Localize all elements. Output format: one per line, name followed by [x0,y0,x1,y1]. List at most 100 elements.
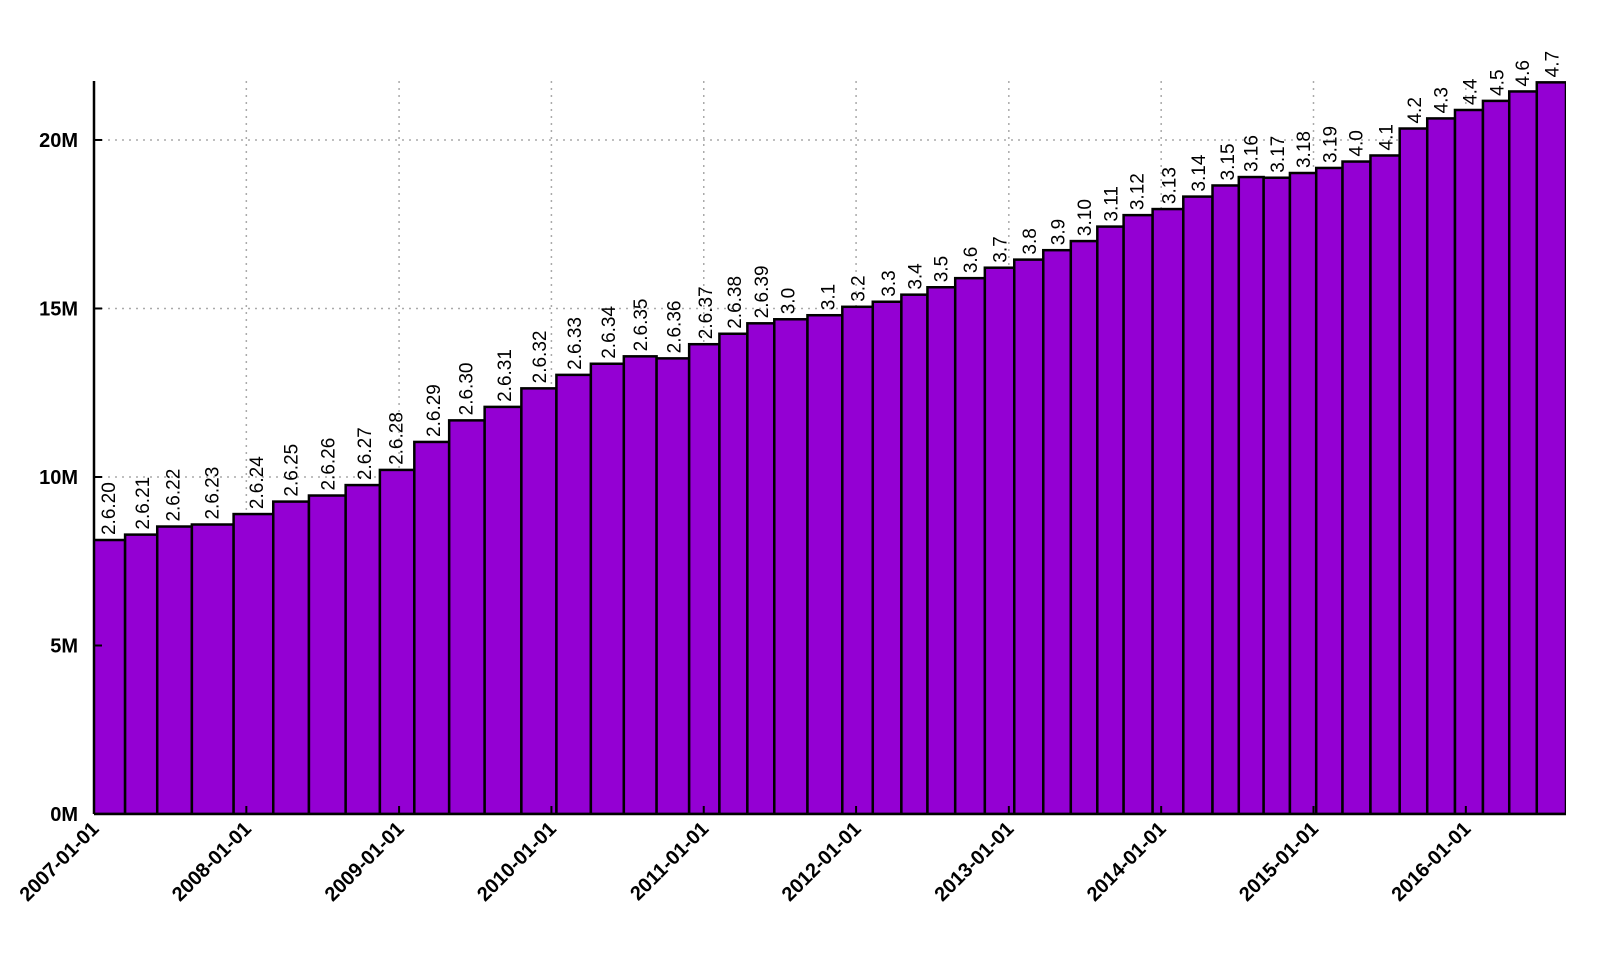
bar-label: 2.6.20 [99,482,120,535]
bar [687,342,721,814]
bar [655,357,691,814]
bar-label: 4.2 [1405,97,1426,123]
bar-label: 3.8 [1020,228,1041,254]
bar [1288,171,1318,814]
bar [773,318,809,814]
bar-label: 3.0 [779,288,800,314]
bar-label: 2.6.29 [424,384,445,437]
bars [94,81,1566,814]
bar [1262,176,1292,814]
bar [953,276,987,814]
bar [1398,127,1429,814]
bar-label: 3.17 [1268,136,1289,173]
bar-label: 2.6.26 [318,438,339,491]
bar-label: 3.5 [931,256,952,282]
y-tick-label: 20M [39,130,78,152]
bar-label: 2.6.31 [495,349,516,402]
bar-label: 2.6.23 [202,467,223,520]
bar [1507,90,1539,814]
bar-label: 3.2 [848,275,869,301]
bar-label: 2.6.27 [355,427,376,480]
bar [1013,258,1045,814]
bar [622,355,658,814]
y-tick-label: 0M [50,804,78,826]
bar [1042,248,1073,814]
bar [1182,195,1214,814]
bar-label: 3.9 [1049,219,1070,245]
x-tick-label: 2015-01-01 [1235,818,1323,906]
bar [307,494,347,814]
bar-label: 2.6.39 [752,265,773,318]
bar-label: 4.5 [1487,69,1508,95]
bar [1096,225,1125,814]
bar-label: 3.4 [906,263,927,290]
bar [871,300,903,814]
bar-label: 2.6.28 [387,412,408,465]
bar [1151,207,1185,814]
bar-label: 3.19 [1320,126,1341,163]
x-tick-label: 2007-01-01 [16,818,104,906]
bar [232,512,275,814]
bar-label: 2.6.37 [696,286,717,339]
x-tick-label: 2014-01-01 [1083,818,1171,906]
bar [841,305,875,814]
bar [746,322,776,814]
bar [1481,99,1511,814]
bar [1341,160,1372,814]
bar-label: 3.18 [1294,131,1315,168]
bar [344,483,382,814]
bar [447,419,486,814]
bar-label: 3.15 [1218,143,1239,180]
bar [555,373,593,814]
bar-label: 3.7 [991,236,1012,262]
bar [1453,108,1485,814]
bar [806,313,844,814]
bar-label: 2.6.30 [456,363,477,416]
bar [1369,154,1401,814]
bar [272,500,311,814]
bar-label: 4.7 [1542,51,1563,77]
bar [1237,175,1265,814]
bar-label: 3.14 [1189,154,1210,191]
bar [1535,81,1566,814]
bar [483,405,523,814]
bar-label: 2.6.32 [530,331,551,384]
bar [1314,166,1344,814]
bar-label: 2.6.33 [565,317,586,370]
bar-label: 3.6 [961,247,982,273]
bar-label: 4.1 [1376,124,1397,150]
bar-label: 2.6.35 [631,299,652,352]
bar-label: 2.6.22 [163,469,184,522]
bar [1211,184,1241,814]
bar-label: 3.3 [879,270,900,296]
bar [900,293,929,814]
bar [718,332,749,814]
bar-label: 2.6.34 [599,305,620,358]
bar-label: 2.6.21 [133,477,154,530]
bar [1069,239,1099,814]
bar-label: 2.6.36 [664,301,685,354]
bar [190,523,235,814]
x-tick-label: 2016-01-01 [1387,818,1475,906]
bar [413,440,451,814]
bar [1122,213,1154,814]
bar-label: 2.6.24 [247,456,268,509]
y-tick-label: 5M [50,635,78,657]
bar-label: 3.1 [818,284,839,310]
y-tick-label: 15M [39,298,78,320]
bar [926,286,957,814]
bar-label: 2.6.38 [725,276,746,329]
bar-label: 3.16 [1241,135,1262,172]
bar-label: 4.4 [1461,78,1482,105]
x-tick-label: 2009-01-01 [321,818,409,906]
bar [94,538,127,814]
bar-label: 3.13 [1160,167,1181,204]
bar [378,468,416,814]
x-tick-label: 2012-01-01 [778,818,866,906]
bar [589,362,626,814]
bar-label: 3.10 [1075,199,1096,236]
bar-label: 3.11 [1102,186,1123,222]
x-tick-label: 2010-01-01 [473,818,561,906]
y-tick-label: 10M [39,467,78,489]
